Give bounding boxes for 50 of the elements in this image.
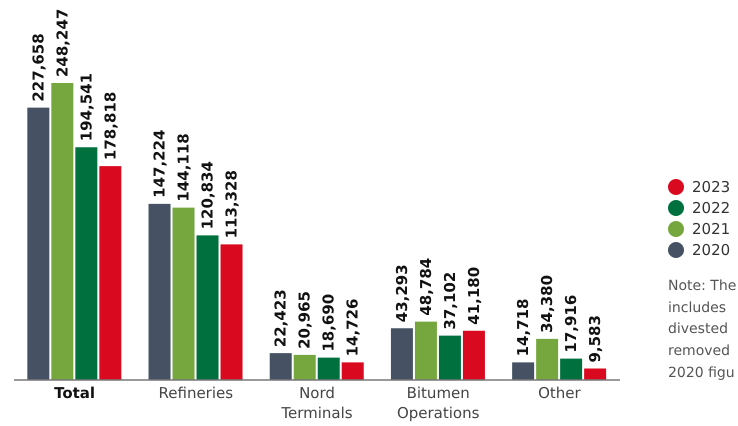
bar — [27, 108, 50, 380]
data-label: 178,818 — [101, 92, 120, 160]
data-label: 17,916 — [562, 294, 580, 353]
data-label: 194,541 — [77, 72, 96, 142]
legend-label: 2022 — [692, 198, 730, 216]
data-label: 48,784 — [416, 258, 435, 316]
data-label: 22,423 — [272, 289, 290, 348]
bar — [294, 354, 316, 380]
bar — [512, 362, 534, 380]
data-label: 113,328 — [222, 170, 241, 238]
data-label: 34,380 — [538, 274, 556, 333]
bar — [270, 353, 292, 380]
bar — [172, 208, 195, 380]
data-label: 20,965 — [296, 291, 314, 349]
data-label: 43,293 — [392, 264, 411, 322]
data-label: 18,690 — [320, 294, 338, 352]
bar — [390, 328, 413, 380]
data-label: 37,102 — [440, 272, 459, 330]
bar — [75, 147, 98, 380]
bar — [536, 338, 558, 380]
x-tick-label: Other — [538, 384, 582, 402]
bar — [414, 322, 437, 380]
legend-label: 2020 — [692, 240, 730, 258]
data-label: 14,718 — [514, 298, 532, 356]
bar — [342, 362, 364, 380]
data-label: 14,726 — [344, 298, 362, 356]
bar — [318, 358, 340, 380]
data-label: 147,224 — [150, 130, 169, 198]
bar — [51, 83, 74, 380]
bar — [99, 166, 122, 380]
data-label: 144,118 — [174, 133, 193, 202]
data-label: 9,583 — [586, 315, 604, 363]
data-label: 120,834 — [198, 161, 217, 230]
bar — [462, 330, 485, 380]
legend-label: 2023 — [692, 178, 730, 196]
data-label: 41,180 — [464, 266, 483, 325]
bar — [438, 336, 461, 380]
bar — [148, 204, 171, 380]
bar — [196, 235, 219, 380]
x-tick-label: Nord Terminals — [280, 384, 353, 422]
x-tick-label: Refineries — [158, 384, 234, 402]
text: Note: The includes divested removed 2020 figu — [668, 277, 738, 383]
x-tick-label: Total — [54, 384, 96, 402]
data-label: 248,247 — [53, 8, 72, 77]
bar — [584, 368, 606, 380]
bar — [220, 244, 243, 380]
legend-label: 2021 — [692, 220, 730, 238]
bar — [560, 358, 582, 380]
data-label: 227,658 — [29, 33, 48, 102]
x-tick-label: Bitumen Operations — [396, 384, 480, 422]
